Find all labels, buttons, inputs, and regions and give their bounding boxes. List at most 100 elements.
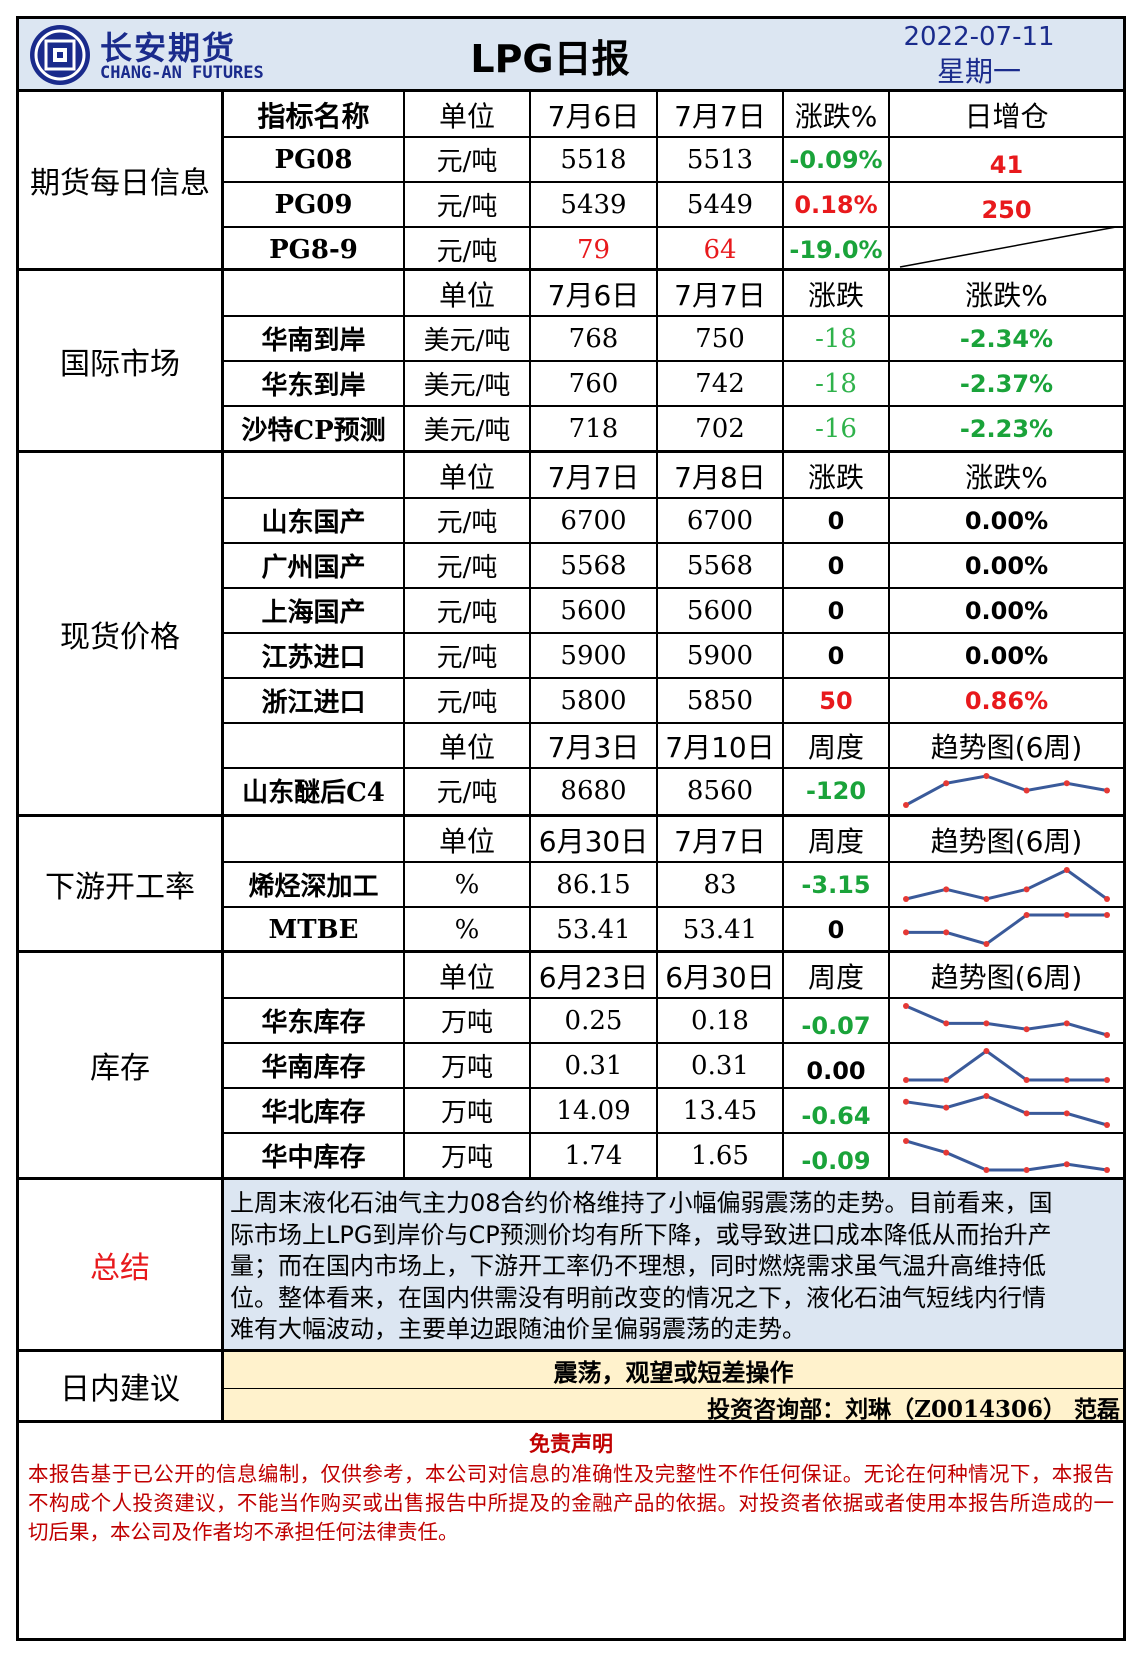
spot-row-unit: 元/吨 — [436, 553, 498, 583]
inventory-row-chg: 0.00 — [806, 1056, 866, 1085]
spot-row-name: 江苏进口 — [261, 643, 366, 673]
category-inventory: 库存 — [90, 1051, 150, 1086]
futures-header: 7月6日 — [547, 99, 640, 133]
inventory-row-v1: 0.25 — [564, 1005, 623, 1036]
intl-header: 涨跌% — [965, 278, 1048, 312]
futures-header: 指标名称 — [257, 99, 370, 133]
futures-row-name: PG08 — [274, 144, 353, 175]
report-title: LPG日报 — [470, 36, 630, 81]
trend-point — [1104, 1167, 1110, 1173]
summary-bg — [224, 1180, 1123, 1350]
report-date: 2022-07-11 — [903, 22, 1055, 52]
futures-row-v2: 64 — [703, 234, 737, 265]
futures-row-v1: 5439 — [560, 189, 627, 220]
trend-point — [1063, 1110, 1070, 1117]
disclaimer-title: 免责声明 — [529, 1431, 613, 1456]
spot-row-v1: 6700 — [560, 505, 627, 536]
inventory-row-v1: 14.09 — [556, 1095, 631, 1126]
inventory-row-name: 华中库存 — [261, 1143, 366, 1173]
spot-header2: 趋势图(6周) — [930, 730, 1083, 764]
spot-row-chg: 0 — [827, 506, 845, 535]
trend-sparkline — [903, 912, 1110, 947]
trend-point — [903, 1138, 909, 1144]
spot-row-pct: 0.00% — [964, 596, 1049, 625]
trend-sparkline — [903, 1093, 1110, 1128]
spot-row-name: 浙江进口 — [261, 688, 366, 718]
trend-point — [943, 929, 950, 936]
downstream-row-chg: -3.15 — [801, 870, 871, 899]
inventory-row-name: 华南库存 — [261, 1053, 366, 1083]
trend-point — [903, 1077, 909, 1083]
intl-row-name: 华南到岸 — [261, 326, 366, 356]
trend-point — [1023, 1077, 1030, 1083]
spot-header2: 7月10日 — [665, 730, 775, 764]
trend-point — [1104, 787, 1110, 794]
trend-point — [943, 1104, 950, 1111]
intl-header: 7月6日 — [547, 278, 640, 312]
advice-author: 投资咨询部：刘琳（Z0014306） 范磊 — [707, 1396, 1120, 1423]
spot-row-pct: 0.00% — [964, 551, 1049, 580]
futures-row-unit: 元/吨 — [436, 237, 498, 267]
spot-row-name: 山东国产 — [261, 508, 366, 538]
spot-row-unit: 元/吨 — [436, 688, 498, 718]
intl-row-chg: -18 — [815, 323, 857, 354]
intl-row-chg: -16 — [815, 413, 857, 444]
c4-row-v2: 8560 — [686, 775, 754, 806]
c4-row-name: 山东醚后C4 — [242, 778, 385, 808]
logo-cn-text: 长安期货 — [100, 29, 237, 67]
trend-point — [983, 1093, 990, 1099]
trend-point — [903, 929, 909, 936]
downstream-header: 周度 — [807, 824, 864, 858]
summary-text: 上周末液化石油气主力08合约价格维持了小幅偏弱震荡的走势。目前看来，国际市场上L… — [230, 1189, 1053, 1343]
spot-header: 7月7日 — [547, 460, 640, 494]
trend-sparkline — [903, 1138, 1110, 1173]
trend-point — [903, 1003, 909, 1009]
category-futures: 期货每日信息 — [30, 166, 210, 201]
spot-row-v2: 5568 — [686, 550, 754, 581]
futures-row-name: PG09 — [274, 189, 353, 220]
trend-point — [903, 802, 909, 808]
inventory-row-name: 华东库存 — [261, 1008, 366, 1038]
inventory-row-chg: -0.64 — [801, 1101, 871, 1130]
inventory-row-v2: 0.18 — [691, 1005, 749, 1036]
spot-row-pct: 0.00% — [964, 506, 1049, 535]
trend-point — [1023, 1026, 1030, 1033]
spot-row-v2: 5600 — [686, 595, 754, 626]
intl-row-v2: 742 — [695, 368, 745, 399]
futures-row-name: PG8-9 — [269, 234, 358, 265]
report-weekday: 星期一 — [936, 55, 1021, 88]
trend-sparkline — [903, 773, 1110, 808]
trend-point — [1104, 1077, 1110, 1083]
trend-point — [983, 1048, 990, 1054]
downstream-row-name: MTBE — [268, 914, 359, 945]
spot-header: 涨跌 — [807, 460, 864, 494]
spot-header: 单位 — [438, 460, 495, 494]
spot-row-v1: 5600 — [560, 595, 627, 626]
trend-line — [905, 1094, 1108, 1127]
downstream-row-v2: 83 — [703, 869, 737, 900]
trend-point — [1104, 1122, 1110, 1128]
futures-row-oi: 250 — [981, 195, 1032, 224]
downstream-row-name: 烯烃深加工 — [248, 872, 379, 902]
intl-header: 单位 — [438, 278, 495, 312]
downstream-row-chg: 0 — [827, 915, 845, 944]
futures-header: 单位 — [438, 99, 495, 133]
trend-line — [905, 868, 1108, 901]
category-spot: 现货价格 — [60, 619, 180, 655]
header-band — [19, 19, 1123, 89]
spot-row-v1: 5568 — [560, 550, 627, 581]
inventory-header: 趋势图(6周) — [930, 960, 1083, 994]
inventory-row-v1: 1.74 — [564, 1140, 623, 1171]
trend-line — [906, 913, 1107, 946]
report-frame — [16, 16, 1126, 1641]
inventory-row-v2: 0.31 — [691, 1050, 749, 1081]
intl-row-v1: 760 — [568, 368, 619, 399]
trend-point — [943, 1149, 950, 1156]
trend-line — [905, 1004, 1108, 1037]
spot-row-chg: 50 — [819, 686, 853, 715]
futures-row-unit: 元/吨 — [436, 192, 498, 222]
trend-point — [983, 941, 990, 947]
trend-point — [1063, 1077, 1070, 1083]
inventory-row-unit: 万吨 — [440, 1008, 493, 1038]
intl-row-unit: 美元/吨 — [423, 416, 511, 446]
